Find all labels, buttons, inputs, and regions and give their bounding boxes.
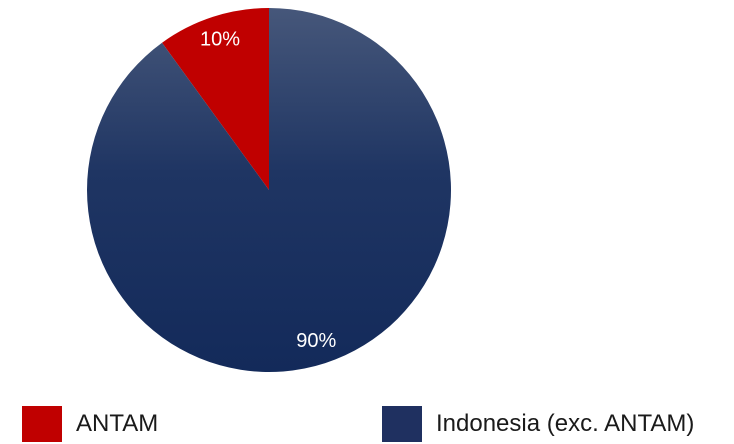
pie-slice-indonesia-exc-antam bbox=[87, 8, 452, 372]
data-label-antam: 10% bbox=[200, 28, 240, 50]
legend-item-indonesia: Indonesia (exc. ANTAM) bbox=[382, 404, 694, 444]
legend-item-antam: ANTAM bbox=[22, 404, 158, 444]
legend-label-antam: ANTAM bbox=[76, 410, 159, 437]
data-label-indonesia-exc-antam: 90% bbox=[296, 330, 336, 352]
legend-label-indonesia: Indonesia (exc. ANTAM) bbox=[436, 410, 695, 437]
legend-swatch-antam bbox=[22, 406, 62, 442]
legend-swatch-indonesia bbox=[382, 406, 422, 442]
pie-chart: 10% 90% bbox=[87, 8, 452, 372]
pie-slice-antam bbox=[162, 8, 269, 190]
